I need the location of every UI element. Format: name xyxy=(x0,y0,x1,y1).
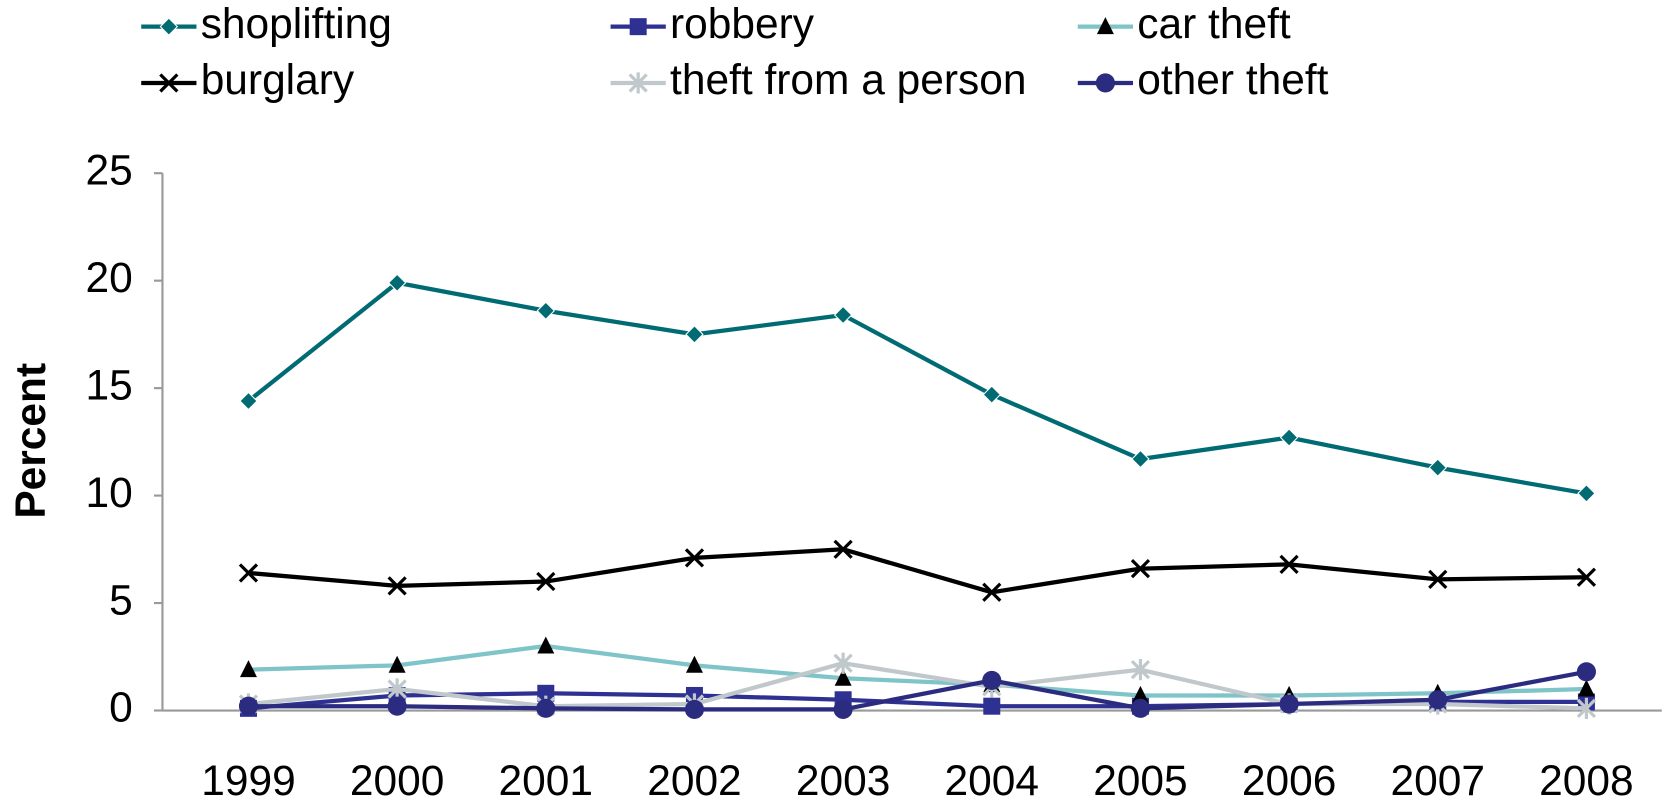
point xyxy=(1577,484,1596,503)
point xyxy=(1130,698,1150,718)
legend-marker xyxy=(629,18,647,36)
legend-marker xyxy=(628,72,648,94)
point xyxy=(983,697,1001,715)
point xyxy=(387,576,407,596)
legend-label: car theft xyxy=(1137,0,1291,47)
x-tick-label: 2006 xyxy=(1242,757,1336,803)
legend-label: theft from a person xyxy=(670,56,1026,103)
series-line xyxy=(248,643,1587,698)
point xyxy=(684,699,705,719)
legend-marker xyxy=(1096,17,1114,35)
point xyxy=(536,698,556,718)
point xyxy=(238,563,259,583)
y-tick-label: 20 xyxy=(85,254,132,301)
point xyxy=(1428,458,1448,477)
point xyxy=(536,571,556,592)
point xyxy=(685,325,704,344)
point xyxy=(982,385,1002,404)
point xyxy=(833,539,853,559)
legend-label: robbery xyxy=(670,0,815,47)
point xyxy=(239,391,258,411)
point xyxy=(833,699,853,719)
legend-label: burglary xyxy=(201,56,355,103)
point xyxy=(387,273,407,293)
point xyxy=(982,670,1002,690)
x-tick-label: 2007 xyxy=(1391,757,1485,803)
series-line xyxy=(248,661,1587,711)
y-tick-label: 0 xyxy=(109,684,133,731)
point xyxy=(1131,685,1149,703)
y-axis-label: Percent xyxy=(7,363,54,519)
point xyxy=(239,660,257,678)
legend-marker xyxy=(159,17,179,36)
point xyxy=(1428,690,1448,710)
x-tick-label: 2008 xyxy=(1539,757,1633,803)
point xyxy=(388,655,406,673)
point xyxy=(1130,659,1151,681)
point xyxy=(238,696,259,716)
point xyxy=(982,582,1002,602)
y-tick-label: 25 xyxy=(85,146,132,193)
series-line xyxy=(248,669,1587,712)
point xyxy=(833,305,853,325)
point xyxy=(1279,554,1299,574)
point xyxy=(387,696,407,716)
point xyxy=(684,548,705,568)
legend-marker xyxy=(1095,73,1115,93)
y-tick-label: 10 xyxy=(85,469,132,516)
point xyxy=(1279,428,1299,447)
y-tick-label: 15 xyxy=(85,361,132,408)
legend-marker xyxy=(159,73,179,93)
x-tick-label: 2002 xyxy=(647,757,741,803)
series-line xyxy=(247,280,1587,496)
legend-label: shoplifting xyxy=(201,0,392,47)
point xyxy=(1576,567,1597,587)
point xyxy=(537,684,555,702)
x-tick-label: 1999 xyxy=(201,757,295,803)
point xyxy=(834,668,852,686)
point xyxy=(1130,559,1151,579)
point xyxy=(833,652,853,674)
point xyxy=(1576,662,1596,682)
point xyxy=(685,655,703,673)
x-tick-label: 2003 xyxy=(796,757,890,803)
point xyxy=(1279,694,1299,714)
point xyxy=(387,678,407,700)
point xyxy=(1131,449,1150,469)
x-tick-label: 2005 xyxy=(1093,757,1187,803)
x-tick-label: 2004 xyxy=(945,757,1039,803)
series-line xyxy=(248,547,1587,595)
point xyxy=(537,636,555,654)
point xyxy=(1576,697,1597,719)
point xyxy=(536,301,556,320)
y-tick-label: 5 xyxy=(109,576,133,623)
point xyxy=(1577,679,1595,697)
x-tick-label: 2001 xyxy=(499,757,593,803)
legend-label: other theft xyxy=(1137,56,1328,103)
x-tick-label: 2000 xyxy=(350,757,444,803)
point xyxy=(1428,569,1448,590)
